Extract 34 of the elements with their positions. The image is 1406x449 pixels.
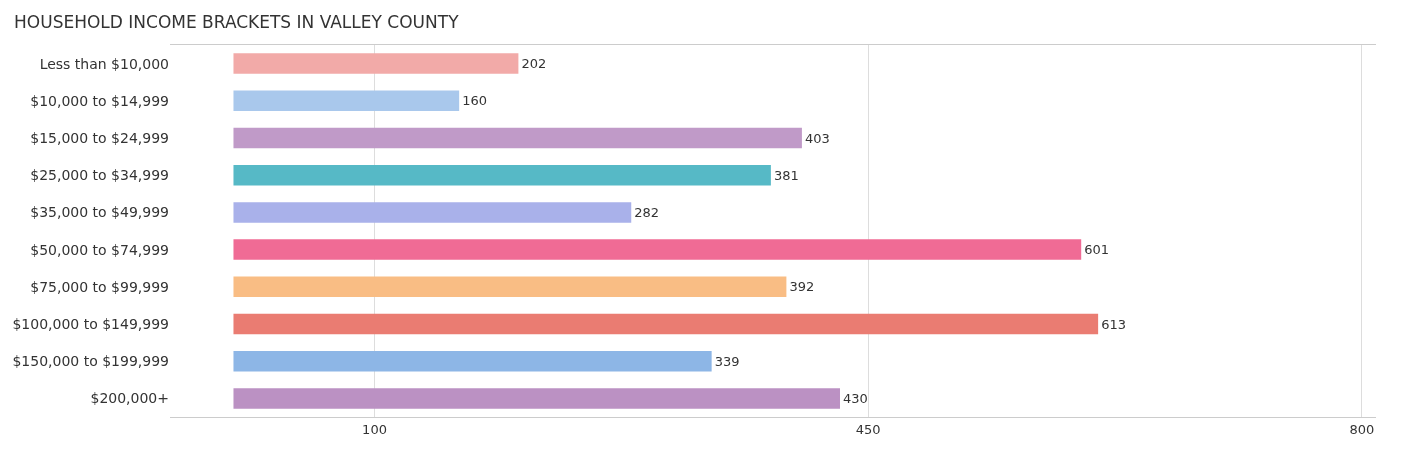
data-label: 339 <box>714 353 740 369</box>
bar <box>233 53 519 74</box>
data-label: 430 <box>843 390 868 406</box>
y-tick-label: $150,000 to $199,999 <box>12 353 169 370</box>
x-tick-label: 800 <box>1349 421 1375 437</box>
bar <box>233 90 460 112</box>
bar <box>233 350 712 372</box>
y-tick-label: $75,000 to $99,999 <box>30 278 169 295</box>
data-label: 392 <box>789 279 815 295</box>
bar <box>233 388 840 409</box>
data-label: 381 <box>773 167 799 183</box>
bar <box>233 313 1099 335</box>
bar <box>233 164 771 186</box>
y-tick-label: $35,000 to $49,999 <box>30 204 169 221</box>
y-tick-label: $25,000 to $34,999 <box>30 167 169 184</box>
data-label: 160 <box>462 93 487 109</box>
data-label: 601 <box>1084 242 1110 258</box>
bar <box>233 276 787 298</box>
y-tick-label: $10,000 to $14,999 <box>30 92 169 109</box>
y-tick-label: $200,000+ <box>90 390 169 407</box>
chart-title: HOUSEHOLD INCOME BRACKETS IN VALLEY COUNTY <box>14 11 460 32</box>
y-tick-label: $100,000 to $149,999 <box>12 315 169 332</box>
bar <box>233 127 802 149</box>
data-label: 202 <box>521 56 547 72</box>
y-tick-label: $50,000 to $74,999 <box>30 241 169 258</box>
data-label: 403 <box>804 130 830 146</box>
x-tick-label: 100 <box>362 421 387 437</box>
data-label: 613 <box>1101 316 1126 332</box>
bar <box>233 202 632 223</box>
x-tick-label: 450 <box>855 421 881 437</box>
y-tick-label: Less than $10,000 <box>39 55 169 72</box>
y-tick-label: $15,000 to $24,999 <box>30 129 169 146</box>
data-label: 282 <box>634 204 660 220</box>
bar <box>233 239 1082 260</box>
